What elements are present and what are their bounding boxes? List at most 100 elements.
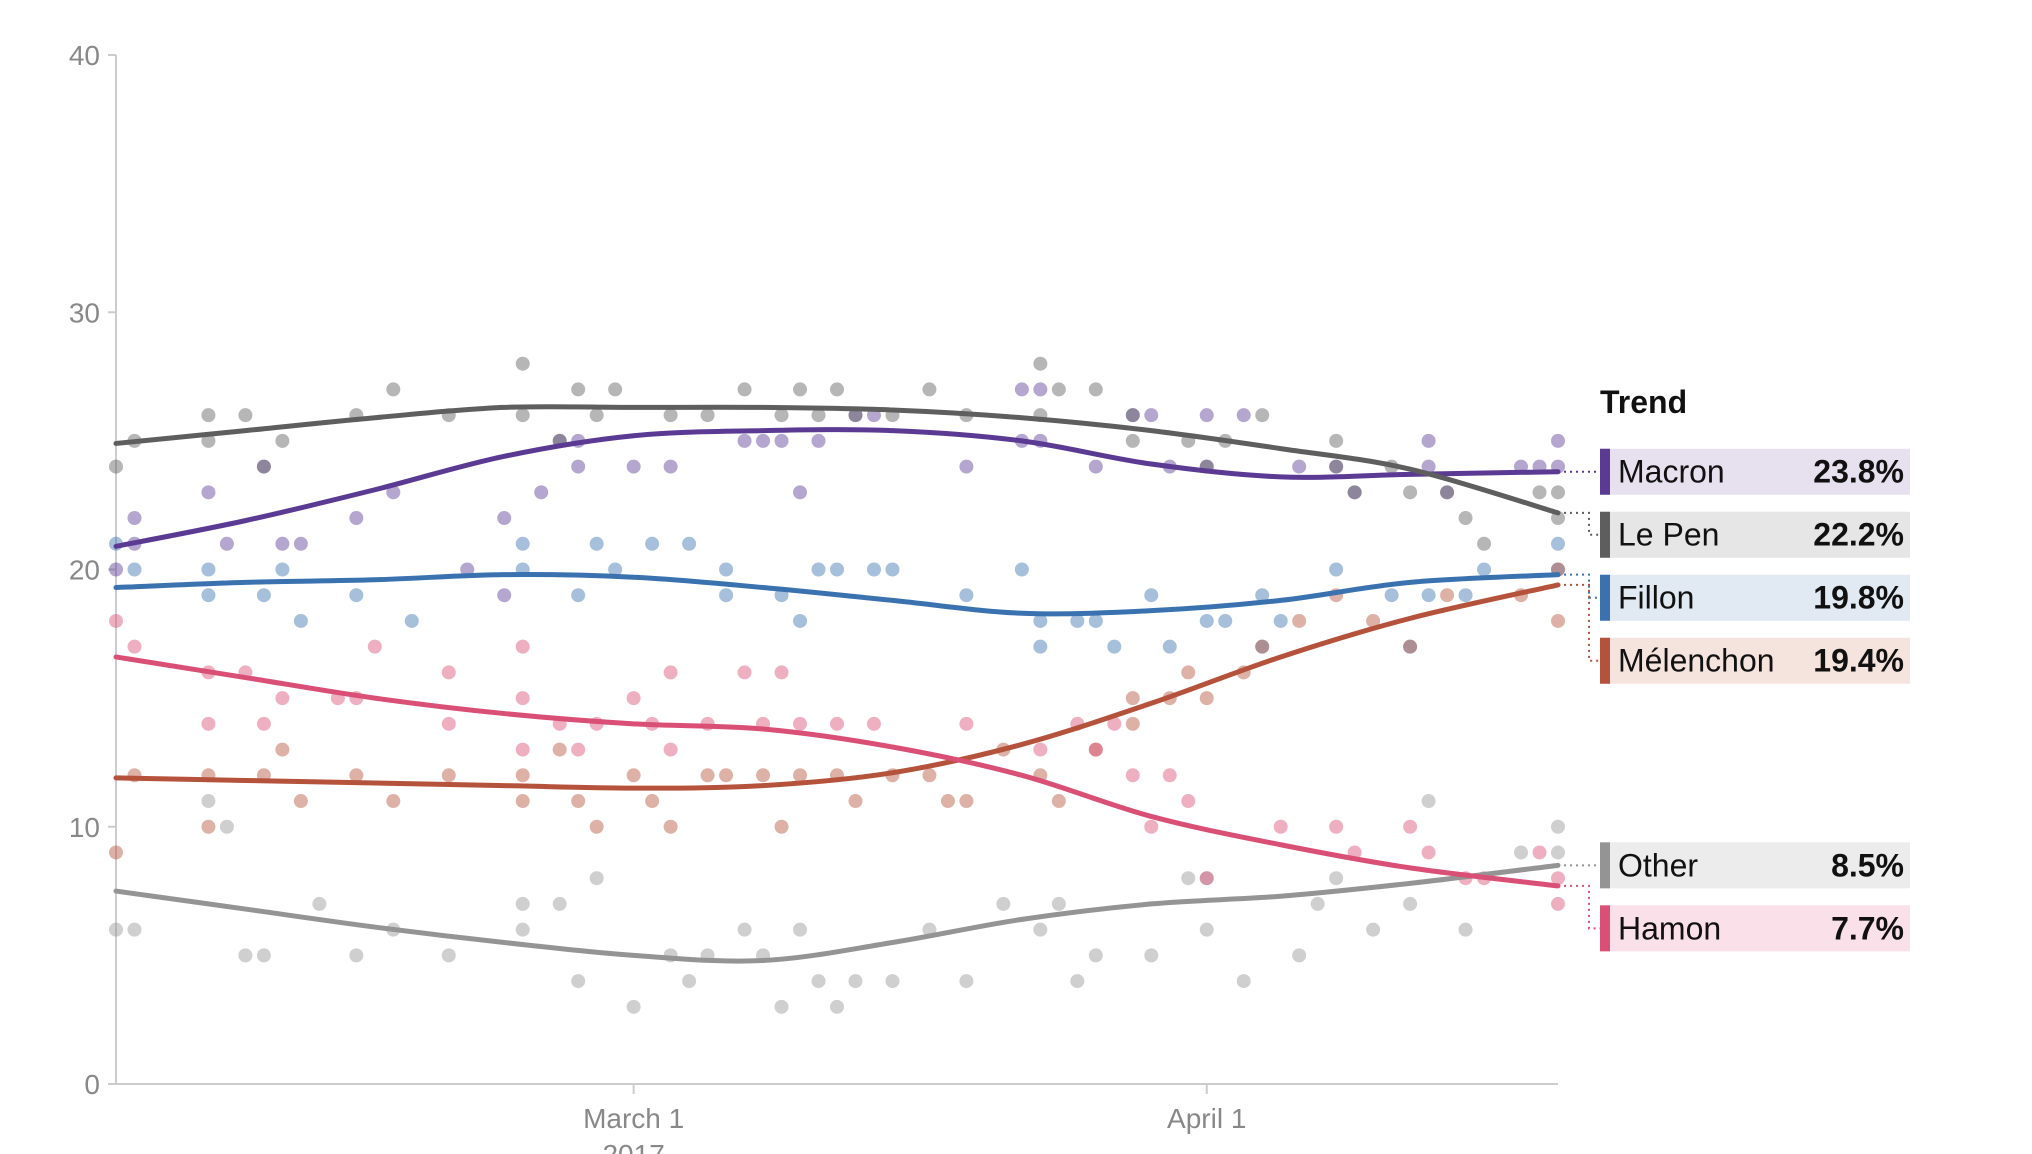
- poll-dot-le-pen: [1477, 536, 1492, 551]
- poll-dot-macron: [497, 588, 512, 603]
- poll-dot-fillon: [1477, 562, 1492, 577]
- trend-line-other: [113, 862, 1561, 964]
- legend-box-le-pen: [1600, 511, 1910, 558]
- poll-dot-other: [552, 896, 567, 911]
- poll-dot-other: [219, 819, 234, 834]
- poll-dot-le-pen: [608, 382, 623, 397]
- poll-dot-fillon: [201, 562, 216, 577]
- poll-dot-other: [312, 896, 327, 911]
- poll-dot-macron: [1236, 408, 1251, 423]
- legend-swatch-le-pen: [1600, 511, 1610, 558]
- poll-dot-hamon: [1421, 845, 1436, 860]
- poll-dot-m-lenchon: [793, 768, 808, 783]
- poll-dot-hamon: [515, 691, 530, 706]
- poll-dot-m-lenchon: [515, 794, 530, 809]
- poll-dot-macron: [1421, 459, 1436, 474]
- poll-dot-other: [1551, 845, 1565, 860]
- poll-dot-other: [1181, 871, 1196, 886]
- poll-dot-m-lenchon: [1181, 665, 1196, 680]
- legend-item-m-lenchon: Mélenchon 19.4%: [1564, 583, 1910, 684]
- poll-dot-macron: [1421, 433, 1436, 448]
- poll-dot-fillon: [1033, 613, 1048, 628]
- poll-dot-hamon: [737, 665, 752, 680]
- poll-dot-fillon: [885, 562, 900, 577]
- poll-dot-macron: [848, 408, 863, 423]
- poll-dot-macron: [571, 459, 586, 474]
- poll-dot-m-lenchon: [922, 768, 937, 783]
- poll-dot-other: [1403, 896, 1418, 911]
- poll-dot-hamon: [201, 716, 216, 731]
- poll-dot-fillon: [811, 562, 826, 577]
- x-tick-label: March 1: [583, 1103, 684, 1134]
- poll-dot-fillon: [1162, 639, 1177, 654]
- poll-dot-macron: [1347, 485, 1362, 500]
- poll-dot-other: [1199, 922, 1214, 937]
- poll-dot-le-pen: [1329, 433, 1344, 448]
- poll-dot-le-pen: [922, 382, 937, 397]
- poll-dot-fillon: [1014, 562, 1029, 577]
- poll-dot-fillon: [1273, 613, 1288, 628]
- poll-dot-macron: [275, 536, 290, 551]
- poll-dot-hamon: [1162, 768, 1177, 783]
- poll-dot-macron: [1440, 485, 1455, 500]
- legend-box-macron: [1600, 448, 1910, 495]
- legend-name-fillon: Fillon: [1618, 580, 1694, 616]
- poll-dot-m-lenchon: [1551, 613, 1565, 628]
- poll-dot-other: [848, 974, 863, 989]
- poll-dot-hamon: [1033, 742, 1048, 757]
- poll-dot-macron: [460, 562, 475, 577]
- poll-dot-m-lenchon: [515, 768, 530, 783]
- poll-dot-fillon: [256, 588, 271, 603]
- poll-dot-macron: [293, 536, 308, 551]
- legend-item-le-pen: Le Pen 22.2%: [1564, 511, 1910, 558]
- poll-dot-fillon: [682, 536, 697, 551]
- poll-dot-m-lenchon: [1125, 691, 1140, 706]
- poll-dot-m-lenchon: [201, 819, 216, 834]
- poll-dot-m-lenchon: [1292, 613, 1307, 628]
- poll-dot-hamon: [515, 639, 530, 654]
- poll-dot-other: [1421, 794, 1436, 809]
- poll-dot-m-lenchon: [1403, 639, 1418, 654]
- poll-dot-macron: [534, 485, 549, 500]
- poll-dot-fillon: [866, 562, 881, 577]
- poll-dot-le-pen: [1532, 485, 1547, 500]
- poll-dot-hamon: [830, 716, 844, 731]
- poll-dot-other: [626, 999, 641, 1014]
- poll-dot-m-lenchon: [700, 768, 715, 783]
- poll-dot-hamon: [1199, 871, 1214, 886]
- poll-dot-macron: [959, 459, 974, 474]
- poll-dot-le-pen: [737, 382, 752, 397]
- poll-dot-m-lenchon: [441, 768, 456, 783]
- legend-item-other: Other 8.5%: [1564, 842, 1910, 889]
- poll-dot-hamon: [1273, 819, 1288, 834]
- poll-dot-le-pen: [386, 382, 401, 397]
- poll-dot-le-pen: [1033, 356, 1048, 371]
- legend-connector-fillon: [1564, 573, 1600, 599]
- y-tick-label: 0: [84, 1069, 100, 1100]
- legend-value-fillon: 19.8%: [1813, 580, 1904, 616]
- poll-dot-other: [1329, 871, 1344, 886]
- poll-dot-fillon: [1033, 639, 1048, 654]
- poll-dot-fillon: [1144, 588, 1159, 603]
- poll-dot-fillon: [571, 588, 586, 603]
- x-tick-sublabel: 2017: [602, 1139, 664, 1154]
- poll-dot-other: [885, 974, 900, 989]
- poll-dot-macron: [1088, 459, 1103, 474]
- poll-dot-other: [1236, 974, 1251, 989]
- poll-dot-macron: [626, 459, 641, 474]
- poll-dot-hamon: [1551, 896, 1565, 911]
- poll-dot-hamon: [866, 716, 881, 731]
- poll-dot-other: [1033, 922, 1048, 937]
- poll-dot-other: [959, 974, 974, 989]
- poll-dot-hamon: [774, 665, 789, 680]
- poll-dot-macron: [1144, 408, 1159, 423]
- legend-swatch-fillon: [1600, 574, 1610, 621]
- y-tick-label: 20: [69, 555, 100, 586]
- poll-dot-m-lenchon: [552, 742, 567, 757]
- poll-dot-other: [682, 974, 697, 989]
- legend-swatch-m-lenchon: [1600, 637, 1610, 684]
- legend-value-other: 8.5%: [1831, 847, 1904, 883]
- poll-dot-le-pen: [589, 408, 604, 423]
- legend-connector-hamon: [1564, 884, 1600, 930]
